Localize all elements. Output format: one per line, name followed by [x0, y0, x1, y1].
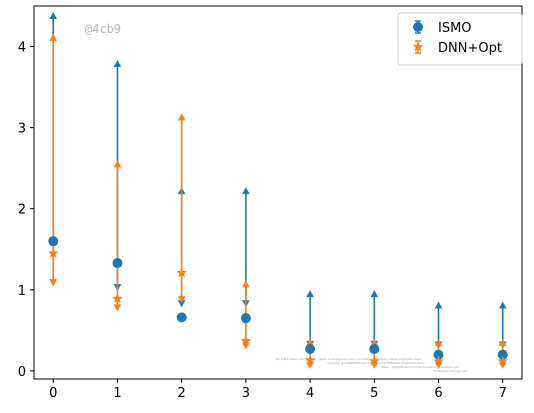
dnn-opt-upper-cap — [113, 160, 122, 168]
ismo-upper-cap — [498, 301, 507, 309]
dnn-opt-upper-cap — [306, 338, 314, 346]
ismo-point — [305, 343, 316, 354]
dnn-opt-lower-cap — [49, 279, 58, 287]
ismo-point — [176, 312, 187, 323]
dnn-opt-point — [112, 293, 123, 304]
ismo-point — [433, 349, 444, 360]
x-tick-label: 2 — [178, 386, 186, 401]
dnn-opt-upper-cap — [370, 338, 379, 346]
dnn-opt-point — [433, 355, 444, 366]
footnote-line-4: Hostname: ss-login-29 — [433, 369, 467, 373]
dnn-opt-point — [304, 354, 316, 365]
watermark-label: @4cb9 — [85, 22, 121, 36]
y-tick-label: 0 — [18, 365, 26, 380]
ismo-point — [112, 258, 123, 269]
legend-marker — [412, 41, 424, 52]
x-tick-label: 7 — [499, 386, 507, 401]
legend: ISMO DNN+Opt — [397, 12, 523, 66]
dnn-opt-point — [176, 267, 187, 278]
dnn-opt-point — [497, 355, 508, 366]
legend-marker — [413, 22, 423, 32]
ismo-upper-cap — [49, 12, 58, 20]
x-tick-label: 4 — [306, 386, 314, 401]
footnote: By Kjetil Olsen Lye © 2022 <kjetil.o.lye… — [276, 357, 467, 373]
ismo-upper-cap — [242, 187, 250, 195]
ismo-upper-cap — [370, 290, 379, 298]
y-tick-label: 3 — [18, 122, 26, 137]
plot-area: 0 1 2 3 4 5 6 7 0 1 2 3 4 — [18, 5, 523, 401]
x-tick-label: 6 — [434, 386, 442, 401]
legend-symbol-dnn-opt — [412, 40, 424, 54]
legend-label-ismo: ISMO — [438, 21, 472, 36]
legend-label-dnn-opt: DNN+Opt — [438, 41, 502, 56]
x-tick-label: 5 — [370, 386, 378, 401]
legend-symbol-ismo — [413, 20, 423, 34]
x-tick-label: 0 — [49, 386, 57, 401]
footnote-line-3: Repo: git@github.com:kjetil-lye/ismo_val… — [382, 365, 459, 369]
dnn-opt-upper-cap — [434, 338, 443, 346]
dnn-opt-upper-cap — [49, 33, 58, 41]
dnn-opt-point — [48, 247, 59, 258]
dnn-opt-lower-cap — [113, 304, 122, 312]
ismo-point — [240, 313, 251, 324]
y-tick-label: 2 — [18, 203, 26, 218]
footnote-line-2: Commit: 4cb9fa0f0b0e0a77f8e0ba02b7f05b0d… — [328, 361, 425, 365]
dnn-opt-point — [240, 335, 252, 346]
footnote-line-1: By Kjetil Olsen Lye © 2022 <kjetil.o.lye… — [276, 357, 421, 361]
ismo-upper-cap — [306, 290, 314, 298]
ismo-upper-cap — [113, 59, 122, 67]
y-tick-label: 1 — [18, 284, 26, 299]
dnn-opt-point — [369, 355, 380, 366]
ismo-point — [369, 343, 380, 354]
x-tick-label: 3 — [242, 386, 250, 401]
dnn-opt-upper-cap — [242, 280, 250, 288]
legend-box — [397, 12, 523, 66]
dnn-opt-upper-cap — [498, 338, 507, 346]
ismo-upper-cap — [434, 301, 443, 309]
dnn-opt-lower-cap — [177, 296, 186, 304]
dnn-opt-upper-cap — [177, 113, 186, 121]
ismo-point — [48, 236, 59, 247]
axes-frame — [33, 5, 523, 380]
ismo-lower-cap — [177, 300, 186, 308]
ismo-point — [497, 349, 508, 360]
y-tick-label: 4 — [18, 41, 26, 56]
x-tick-label: 1 — [113, 386, 121, 401]
